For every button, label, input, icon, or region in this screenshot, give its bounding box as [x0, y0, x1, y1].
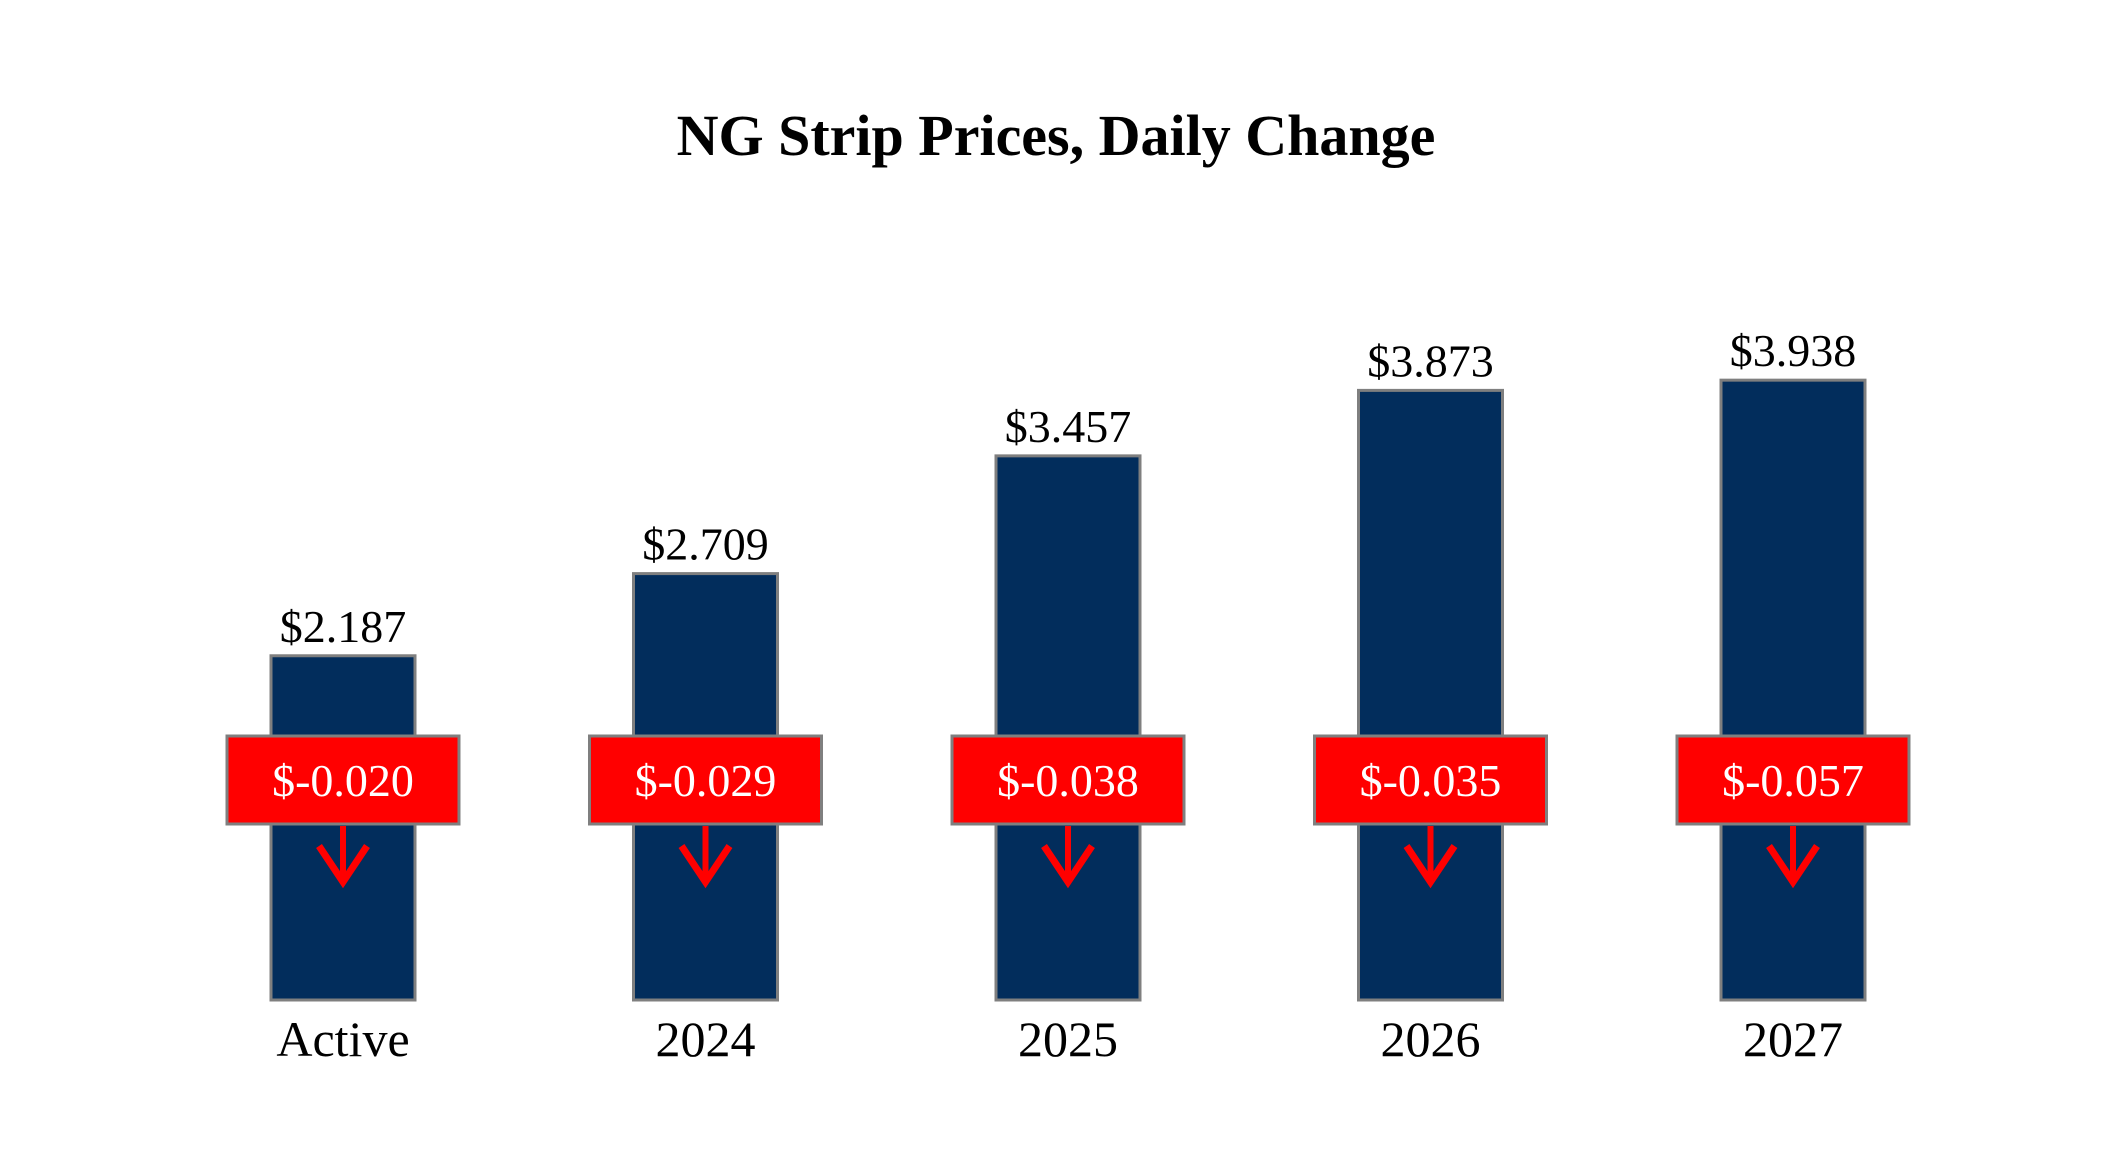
change-badge — [1675, 734, 1911, 826]
value-label: $3.457 — [1005, 401, 1132, 452]
change-label: $-0.035 — [1360, 755, 1502, 806]
down-arrow-icon — [1766, 826, 1820, 889]
arrow-head — [1766, 844, 1820, 889]
category-label: 2024 — [656, 1011, 756, 1067]
change-label: $-0.038 — [997, 755, 1139, 806]
change-label: $-0.020 — [272, 755, 414, 806]
arrow-head — [1041, 844, 1095, 889]
down-arrow-icon — [1041, 826, 1095, 889]
arrow-head — [1403, 844, 1458, 889]
bar — [1719, 378, 1867, 1002]
category-label: 2026 — [1381, 1011, 1481, 1067]
change-badge — [588, 734, 823, 826]
change-badge — [950, 734, 1186, 826]
bar-group: $3.873 $-0.035 2026 — [1313, 335, 1548, 1067]
value-label: $2.187 — [280, 601, 407, 652]
down-arrow-icon — [678, 826, 733, 889]
bar-group: $2.709 $-0.029 2024 — [588, 519, 823, 1067]
down-arrow-icon — [316, 826, 370, 889]
category-label: Active — [276, 1011, 409, 1067]
change-badge — [1313, 734, 1548, 826]
down-arrow-icon — [1403, 826, 1458, 889]
change-badge — [225, 734, 461, 826]
category-label: 2025 — [1018, 1011, 1118, 1067]
value-label: $2.709 — [642, 519, 769, 570]
bar — [1357, 388, 1504, 1002]
bar — [994, 454, 1142, 1002]
bar-group: $2.187 $-0.020 Active — [225, 601, 461, 1067]
change-label: $-0.029 — [635, 755, 777, 806]
bar-group: $3.938 $-0.057 2027 — [1675, 325, 1911, 1067]
category-label: 2027 — [1743, 1011, 1843, 1067]
change-label: $-0.057 — [1722, 755, 1864, 806]
arrow-head — [316, 844, 370, 889]
arrow-head — [678, 844, 733, 889]
bar-group: $3.457 $-0.038 2025 — [950, 401, 1186, 1067]
bars-group: $2.187 $-0.020 Active $2.709 $-0.029 2024 $3.4… — [225, 325, 1911, 1067]
chart-title: NG Strip Prices, Daily Change — [677, 103, 1436, 168]
value-label: $3.873 — [1367, 335, 1494, 386]
value-label: $3.938 — [1730, 325, 1857, 376]
